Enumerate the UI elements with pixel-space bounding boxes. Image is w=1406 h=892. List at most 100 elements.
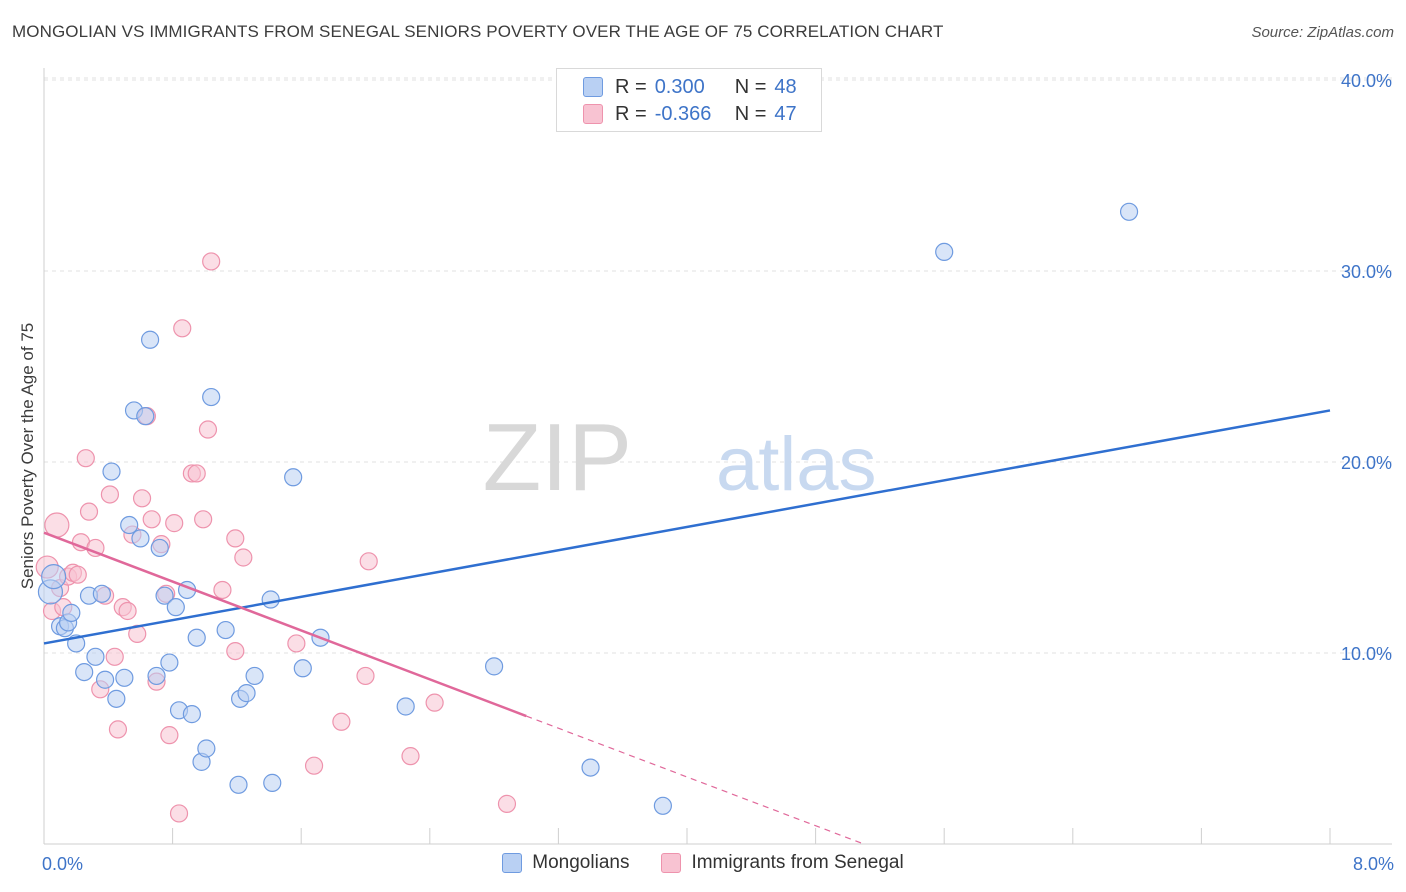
mongolian-point (62, 603, 81, 622)
legend-r-label: R = (615, 75, 647, 98)
mongolian-point (187, 628, 206, 647)
mongolian-point (95, 670, 115, 689)
mongolian-point (935, 242, 954, 261)
legend-n-label: N = (734, 102, 767, 125)
mongolian-point (581, 758, 600, 777)
mongolian-point (147, 666, 166, 686)
senegal-point (132, 489, 152, 508)
senegal-point (68, 565, 87, 584)
mongolian-point (485, 657, 504, 676)
mongolian-point (245, 666, 264, 686)
mongolian-point (261, 590, 280, 609)
chart-title: MONGOLIAN VS IMMIGRANTS FROM SENEGAL SEN… (12, 22, 944, 41)
watermark-zip: ZIP (483, 404, 632, 511)
senegal-point (226, 529, 245, 548)
senegal-point (202, 252, 221, 271)
senegal-point (332, 712, 351, 731)
mongolian-point (1119, 202, 1139, 221)
senegal-point (108, 720, 128, 739)
mongolian-point (92, 584, 111, 603)
mongolian-point (136, 407, 155, 426)
mongolian-point (75, 662, 94, 682)
senegal-point (497, 794, 517, 813)
y-tick-label: 30.0% (1341, 262, 1392, 282)
mongolian-point (216, 620, 235, 640)
senegal-point (234, 548, 253, 567)
mongolian-point (86, 647, 105, 666)
legend-label-mongolians: Mongolians (532, 852, 630, 873)
mongolian-point (202, 387, 221, 407)
senegal-point (142, 510, 161, 529)
mongolian-point (41, 563, 67, 590)
legend-swatch-pink (661, 853, 682, 873)
senegal-point (304, 756, 324, 775)
mongolian-point (150, 538, 169, 558)
mongolian-point (263, 773, 282, 792)
senegal-point (401, 747, 420, 766)
legend-label-senegal: Immigrants from Senegal (691, 852, 904, 873)
legend-r-label: R = (615, 102, 647, 125)
legend-item-senegal[interactable]: Immigrants from Senegal (661, 852, 904, 874)
legend-swatch-blue (583, 77, 603, 97)
legend-r-value: 0.300 (654, 75, 705, 98)
x-tick-label-min: 0.0% (42, 854, 83, 874)
mongolian-point (131, 529, 150, 548)
senegal-point (226, 641, 245, 661)
legend-item-mongolians[interactable]: Mongolians (502, 852, 629, 874)
legend-n-label: N = (734, 75, 767, 98)
senegal-point (160, 726, 179, 745)
mongolian-point (120, 515, 139, 535)
mongolian-point (115, 668, 134, 687)
senegal-point (425, 693, 444, 712)
mongolian-point (155, 586, 174, 605)
senegal-point (105, 647, 124, 666)
mongolian-point (166, 598, 185, 617)
tick-labels: 10.0% 20.0% 30.0% 40.0% 0.0% 8.0% (42, 71, 1394, 874)
mongolian-point (284, 468, 303, 487)
correlation-legend: R = 0.300 N = 48 R = -0.366 N = 47 (556, 68, 822, 132)
series-legend: Mongolians Immigrants from Senegal (0, 852, 1406, 874)
trend-lines (43, 409, 1331, 845)
watermark: ZIP atlas (483, 404, 877, 511)
senegal-point (194, 510, 213, 529)
senegal-point (359, 552, 378, 571)
source-label: Source: ZipAtlas.com (1251, 24, 1394, 41)
mongolian-point (293, 659, 312, 678)
trend-line-senegal (43, 531, 527, 718)
mongolian-point (140, 330, 160, 349)
senegal-point (100, 485, 120, 504)
legend-n-value: 47 (774, 102, 797, 125)
senegal-point (187, 464, 206, 483)
senegal-point (79, 502, 99, 521)
y-tick-label: 20.0% (1341, 453, 1392, 473)
senegal-point (169, 804, 189, 823)
mongolian-point (653, 796, 672, 815)
x-tick-label-max: 8.0% (1353, 854, 1394, 874)
legend-row-mongolians: R = 0.300 N = 48 (583, 76, 797, 98)
series-mongolians-points (37, 202, 1139, 815)
grid-lines (44, 77, 1392, 654)
mongolian-point (396, 697, 415, 716)
watermark-atlas: atlas (716, 422, 877, 507)
senegal-point (356, 666, 375, 686)
senegal-point (213, 580, 232, 600)
senegal-point (118, 601, 137, 621)
mongolian-point (197, 739, 216, 758)
senegal-point (287, 634, 306, 653)
senegal-point (165, 514, 184, 533)
series-senegal-points (35, 252, 517, 823)
senegal-point (173, 319, 192, 338)
legend-swatch-blue (502, 853, 523, 873)
legend-r-value: -0.366 (654, 102, 712, 125)
y-tick-label: 40.0% (1341, 71, 1392, 91)
senegal-point (76, 449, 95, 468)
legend-n-value: 48 (774, 75, 797, 98)
senegal-point (198, 420, 218, 439)
y-tick-label: 10.0% (1341, 644, 1392, 664)
mongolian-point (229, 775, 248, 794)
axes (43, 68, 1392, 845)
trend-line-mongolians (43, 409, 1331, 645)
mongolian-point (182, 705, 201, 724)
mongolian-point (160, 653, 179, 672)
